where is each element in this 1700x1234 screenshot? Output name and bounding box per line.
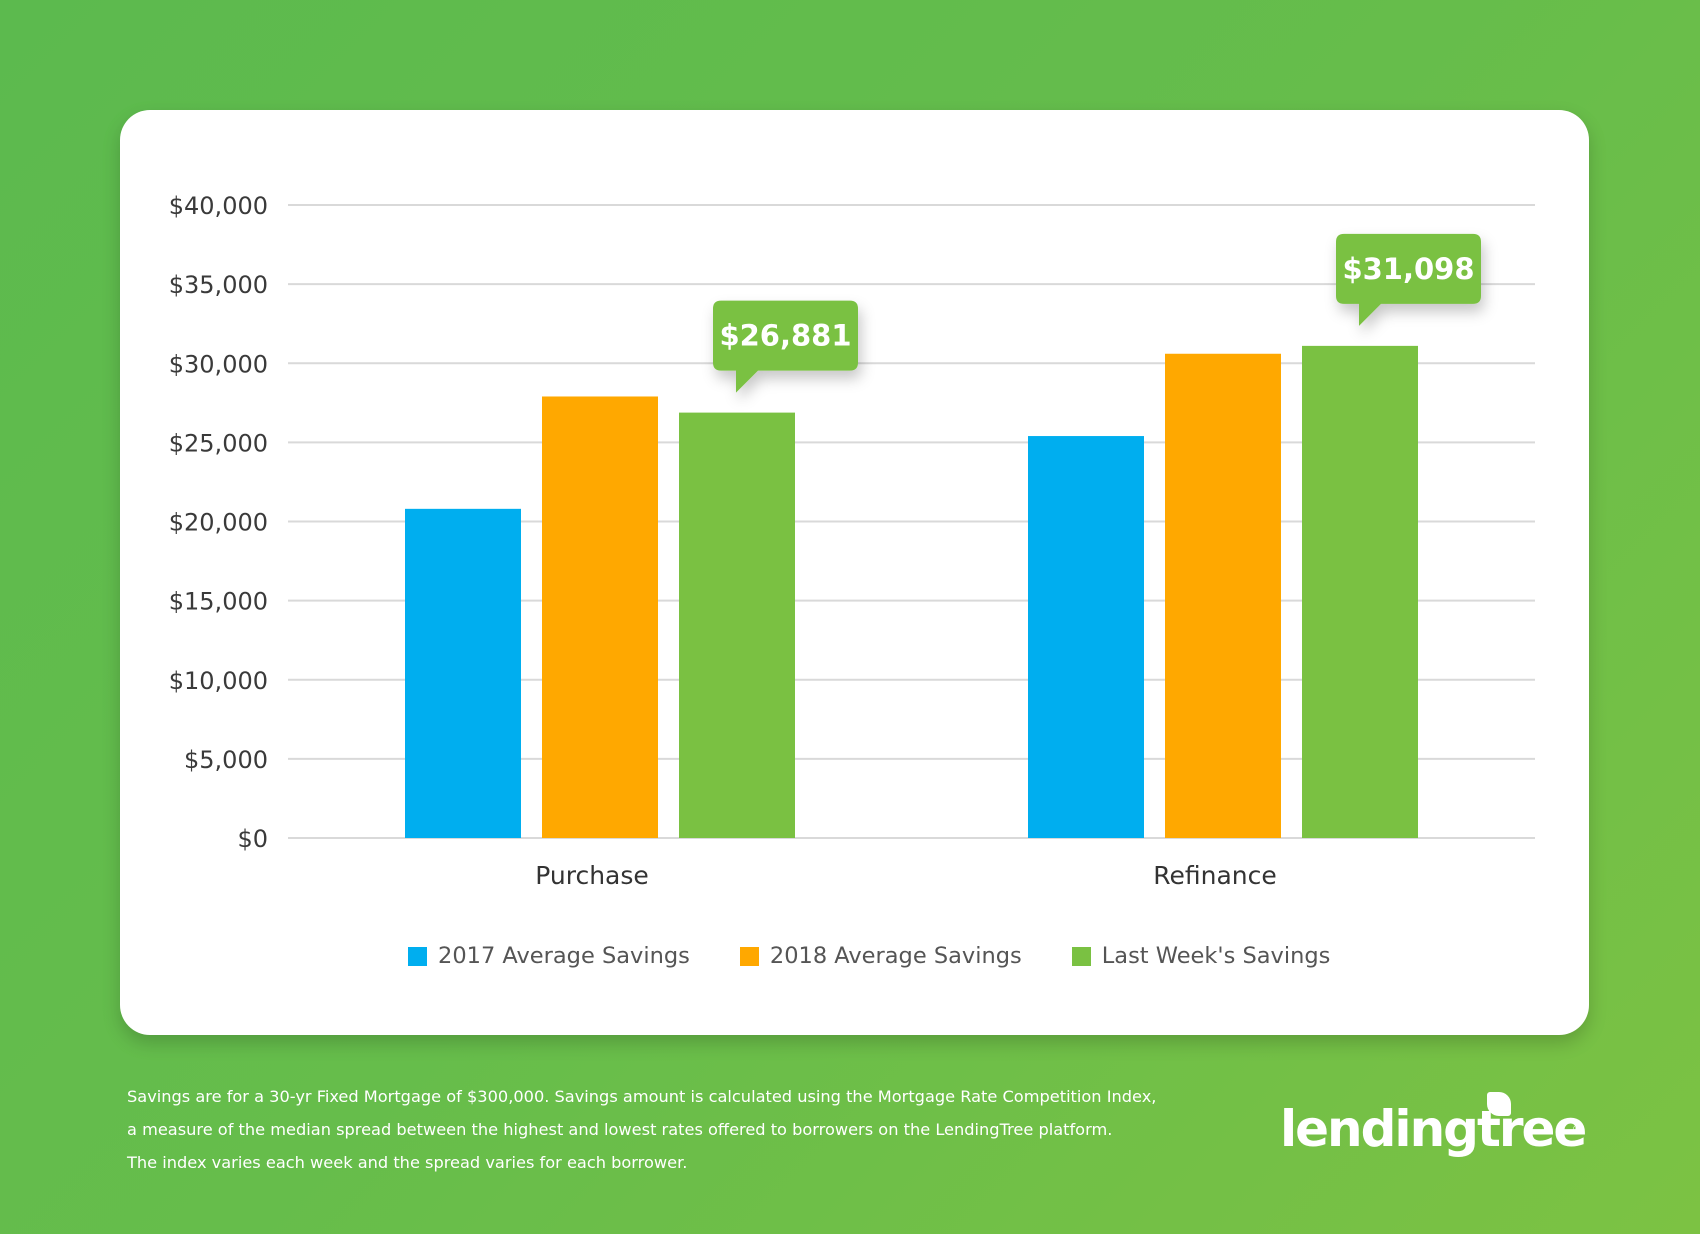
logo-wordmark: lendingtree <box>1280 1100 1587 1158</box>
bar-purchase-2018 <box>542 396 658 838</box>
leaf-icon <box>1487 1092 1511 1116</box>
value-callouts: $26,881 $31,098 <box>713 233 1481 393</box>
legend-label-2018: 2018 Average Savings <box>769 943 1022 969</box>
callout-bubble <box>713 300 858 393</box>
legend-label-last-week: Last Week's Savings <box>1101 943 1331 969</box>
callout-bubble <box>1336 233 1481 326</box>
bar-refinance-2017 <box>1028 436 1144 838</box>
callout-refinance: $31,098 <box>1336 233 1481 326</box>
bars <box>405 345 1418 838</box>
legend-item-2017: 2017 Average Savings <box>408 943 690 969</box>
y-tick-label: $5,000 <box>184 746 268 774</box>
chart-legend: 2017 Average Savings 2018 Average Saving… <box>408 940 1380 972</box>
y-tick-label: $10,000 <box>169 667 268 695</box>
footnote-line-2: a measure of the median spread between t… <box>127 1120 1113 1139</box>
callout-purchase: $26,881 <box>713 300 858 393</box>
legend-swatch-last-week <box>1071 946 1091 966</box>
bar-purchase-2017 <box>405 508 521 838</box>
legend-swatch-2017 <box>408 946 427 966</box>
y-tick-label: $35,000 <box>169 271 268 299</box>
bar-refinance-last-week <box>1302 345 1418 838</box>
bar-refinance-2018 <box>1165 353 1281 838</box>
y-tick-label: $30,000 <box>169 350 268 378</box>
legend-item-last-week: Last Week's Savings <box>1071 943 1331 969</box>
lendingtree-logo: lendingtree ® <box>1280 1088 1587 1168</box>
legend-label-2017: 2017 Average Savings <box>438 943 690 969</box>
y-tick-label: $40,000 <box>169 192 268 220</box>
callout-value: $26,881 <box>719 319 851 353</box>
callout-value: $31,098 <box>1342 252 1474 286</box>
y-tick-label: $25,000 <box>169 429 268 457</box>
legend-item-2018: 2018 Average Savings <box>739 943 1022 969</box>
y-tick-label: $20,000 <box>169 509 268 537</box>
x-category-label: Purchase <box>535 861 649 890</box>
legend-swatch-2018 <box>739 946 759 966</box>
footnote-line-3: The index varies each week and the sprea… <box>127 1153 688 1172</box>
footnote: Savings are for a 30-yr Fixed Mortgage o… <box>127 1080 1247 1179</box>
x-axis-labels: Purchase Refinance <box>535 861 1277 890</box>
y-tick-label: $15,000 <box>169 588 268 616</box>
x-category-label: Refinance <box>1153 861 1277 890</box>
y-axis-ticks: $0 $5,000 $10,000 $15,000 $20,000 $25,000 $30,… <box>169 192 268 853</box>
bar-purchase-last-week <box>679 412 795 838</box>
footnote-line-1: Savings are for a 30-yr Fixed Mortgage o… <box>127 1087 1157 1106</box>
registered-mark: ® <box>1572 1124 1582 1135</box>
y-tick-label: $0 <box>237 825 268 853</box>
